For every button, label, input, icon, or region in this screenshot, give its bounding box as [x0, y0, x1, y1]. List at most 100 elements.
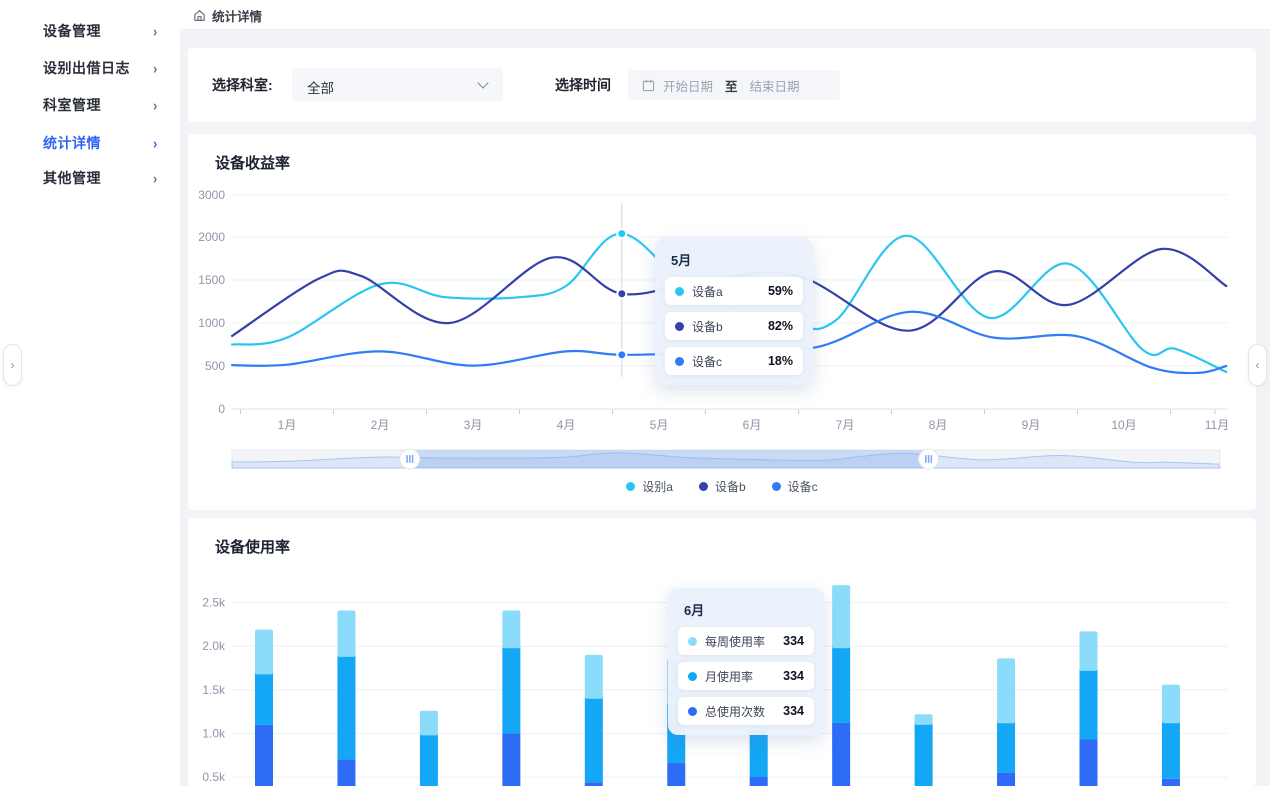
chevron-right-icon: › — [10, 358, 15, 372]
breadcrumb[interactable]: 统计详情 — [193, 0, 262, 30]
bar-mid-10月[interactable] — [997, 721, 1016, 773]
bar-mid-9月[interactable] — [914, 722, 933, 786]
revenue-tooltip: 5月设备a 59% 设备b 82% 设备c 18% — [655, 238, 813, 385]
bar-mid-4月[interactable] — [502, 646, 521, 734]
sidebar-item-2[interactable]: 设别出借日志 › — [0, 53, 180, 83]
tooltip-row: 总使用次数 334 — [678, 697, 814, 725]
bar-bottom-8月[interactable] — [832, 722, 851, 786]
legend-item-设别a[interactable]: 设别a — [626, 478, 673, 495]
tooltip-series-value: 18% — [767, 354, 793, 368]
series-dot — [675, 286, 684, 296]
sidebar: 设备管理 › 设别出借日志 › 科室管理 › 统计详情 › 其他管理 › — [0, 0, 180, 786]
bar-top-1月[interactable] — [255, 629, 273, 675]
y-axis-label: 2.5k — [202, 596, 226, 610]
bar-top-2月[interactable] — [337, 610, 356, 657]
tooltip-row: 月使用率 334 — [678, 662, 814, 690]
bar-bottom-1月[interactable] — [255, 724, 273, 786]
x-axis-label: 3月 — [464, 418, 483, 432]
y-axis-label: 1.5k — [202, 683, 226, 697]
series-dot — [688, 636, 697, 646]
bar-mid-12月[interactable] — [1161, 721, 1180, 779]
sidebar-item-1[interactable]: 设备管理 › — [0, 16, 180, 46]
legend-label: 设备b — [714, 480, 746, 494]
sidebar-item-label: 统计详情 — [43, 135, 101, 151]
sidebar-item-4[interactable]: 统计详情 › — [0, 128, 180, 158]
date-range-picker[interactable]: 开始日期 至 结束日期 — [628, 70, 840, 100]
bar-mid-7月[interactable] — [749, 728, 768, 777]
bar-bottom-11月[interactable] — [1079, 739, 1098, 786]
home-icon — [194, 9, 205, 21]
bar-mid-2月[interactable] — [337, 654, 356, 760]
tooltip-row: 设备b 82% — [665, 312, 803, 340]
x-axis-label: 5月 — [650, 418, 669, 432]
legend-item-设备b[interactable]: 设备b — [698, 478, 746, 495]
hover-dot — [616, 288, 628, 300]
bar-top-5月[interactable] — [584, 654, 603, 699]
tooltip-series-name: 每周使用率 — [705, 634, 766, 649]
bar-bottom-6月[interactable] — [667, 763, 686, 786]
tooltip-series-name: 设备a — [692, 284, 723, 299]
tooltip-series-name: 月使用率 — [705, 669, 754, 684]
panel-collapse-button[interactable]: ‹ — [1248, 344, 1267, 386]
department-select[interactable]: 全部 — [292, 68, 503, 102]
usage-chart-title: 设备使用率 — [215, 539, 291, 556]
tooltip-series-value: 334 — [783, 704, 804, 718]
bar-bottom-10月[interactable] — [997, 772, 1016, 786]
tooltip-row: 每周使用率 334 — [678, 627, 814, 655]
datazoom-selection[interactable] — [409, 450, 929, 468]
bar-bottom-4月[interactable] — [502, 733, 521, 786]
chevron-down-icon — [477, 77, 489, 89]
bar-top-4月[interactable] — [502, 610, 521, 649]
sidebar-item-label: 设别出借日志 — [43, 60, 130, 76]
y-axis-label: 500 — [205, 359, 225, 373]
x-axis-label: 2月 — [371, 418, 390, 432]
legend-dot — [771, 482, 781, 491]
bar-top-9月[interactable] — [914, 714, 933, 725]
x-axis-label: 1月 — [278, 418, 297, 432]
revenue-chart-legend: 设别a 设备b 设备c — [188, 478, 1256, 495]
sidebar-item-5[interactable]: 其他管理 › — [0, 163, 180, 193]
bar-mid-1月[interactable] — [255, 672, 273, 725]
tooltip-row: 设备a 59% — [665, 277, 803, 305]
tooltip-series-value: 59% — [767, 284, 793, 298]
date-end-input[interactable]: 结束日期 — [749, 79, 800, 94]
date-separator: 至 — [725, 79, 738, 94]
bar-bottom-5月[interactable] — [584, 782, 603, 786]
date-start-input[interactable]: 开始日期 — [663, 79, 714, 94]
legend-label: 设别a — [642, 480, 673, 494]
tooltip-series-value: 334 — [783, 634, 804, 648]
sidebar-item-3[interactable]: 科室管理 › — [0, 90, 180, 120]
tooltip-row: 设备c 18% — [665, 347, 803, 375]
legend-dot — [626, 482, 636, 491]
x-axis-label: 7月 — [836, 418, 855, 432]
bar-mid-3月[interactable] — [419, 733, 438, 786]
tooltip-title: 5月 — [671, 253, 692, 268]
bar-mid-5月[interactable] — [584, 696, 603, 783]
bar-bottom-2月[interactable] — [337, 759, 356, 786]
bar-bottom-12月[interactable] — [1161, 778, 1180, 786]
bar-top-8月[interactable] — [832, 585, 851, 649]
sidebar-item-label: 其他管理 — [43, 170, 101, 186]
bar-mid-8月[interactable] — [832, 646, 851, 723]
bar-mid-11月[interactable] — [1079, 668, 1098, 740]
bar-top-3月[interactable] — [419, 710, 438, 736]
x-axis-label: 11月 — [1205, 418, 1229, 432]
series-dot — [688, 706, 697, 716]
revenue-chart-title: 设备收益率 — [215, 155, 291, 172]
legend-item-设备c[interactable]: 设备c — [771, 478, 818, 495]
bar-top-12月[interactable] — [1161, 684, 1180, 724]
hover-dot — [616, 349, 628, 361]
bar-top-11月[interactable] — [1079, 631, 1098, 671]
bar-top-10月[interactable] — [997, 658, 1016, 724]
tooltip-series-name: 设备b — [692, 319, 723, 334]
x-axis-label: 8月 — [929, 418, 948, 432]
y-axis-label: 2.0k — [202, 639, 226, 653]
chevron-right-icon: › — [153, 22, 158, 40]
bar-bottom-7月[interactable] — [749, 777, 768, 786]
chevron-left-icon: ‹ — [1255, 358, 1260, 372]
y-axis-label: 0.5k — [202, 770, 226, 784]
y-axis-label: 1.0k — [202, 726, 226, 740]
calendar-icon — [642, 79, 655, 91]
sidebar-expand-button[interactable]: › — [3, 344, 22, 386]
